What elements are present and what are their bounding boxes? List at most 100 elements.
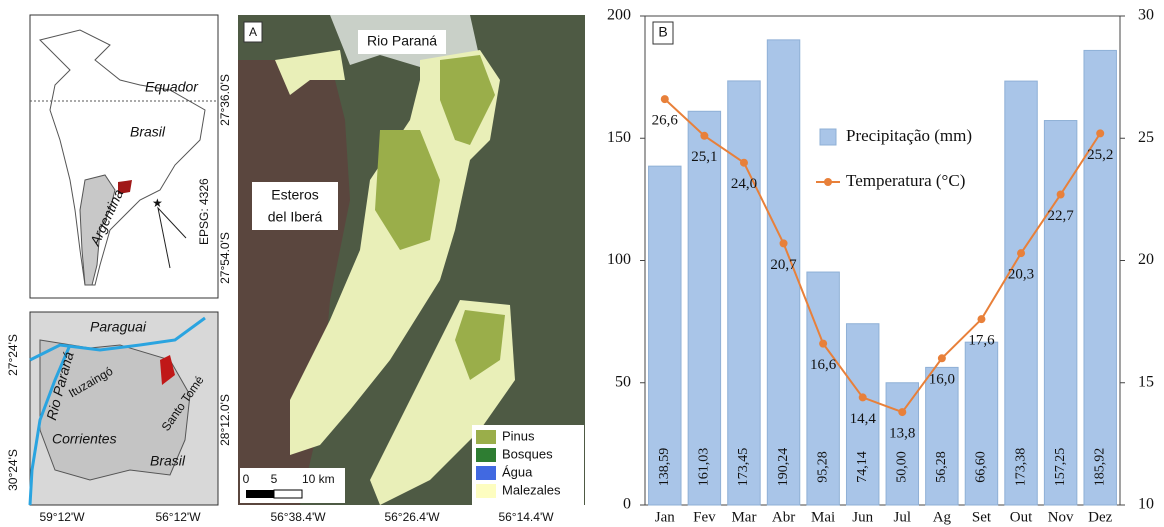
point-value-label: 22,7	[1048, 208, 1075, 224]
north-star: ★	[152, 196, 163, 210]
x-tick-label: Mar	[731, 509, 756, 525]
point-value-label: 17,6	[968, 333, 995, 349]
map-label: Rio Paraná	[367, 33, 437, 49]
point-value-label: 16,6	[810, 357, 837, 373]
y2-tick-label: 20	[1138, 251, 1154, 268]
temperature-point	[1096, 129, 1104, 137]
temperature-point	[938, 354, 946, 362]
x-tick-label: Ag	[933, 509, 952, 525]
y2-tick-label: 30	[1138, 7, 1154, 24]
lon-label: 56°26.4'W	[384, 510, 440, 524]
map-label: Corrientes	[52, 431, 117, 447]
bar-value-label: 190,24	[776, 448, 791, 487]
bar	[728, 81, 760, 505]
point-value-label: 16,0	[929, 372, 955, 388]
x-tick-label: Jun	[852, 509, 873, 525]
x-tick-label: Jul	[894, 509, 912, 525]
bar	[1005, 81, 1037, 505]
bar-value-label: 173,45	[736, 448, 751, 487]
y2-tick-label: 25	[1138, 129, 1154, 146]
bar-value-label: 74,14	[855, 451, 870, 483]
y-tick-label: 0	[623, 496, 631, 513]
temperature-point	[898, 408, 906, 416]
lat-label: 28°12.0'S	[218, 394, 232, 446]
point-value-label: 25,1	[691, 149, 717, 165]
x-tick-label: Out	[1010, 509, 1033, 525]
figure: Equador Brasil Argentina EPSG: 4326 ★ Pa…	[0, 0, 1164, 527]
x-tick-label: Nov	[1048, 509, 1074, 525]
temperature-point	[740, 159, 748, 167]
point-value-label: 25,2	[1087, 147, 1113, 163]
bar	[688, 111, 720, 505]
legend-label: Bosques	[502, 446, 553, 461]
lat-label: 27°24'S	[6, 334, 20, 376]
lat-label: 30°24'S	[6, 449, 20, 491]
y-tick-label: 100	[607, 251, 631, 268]
legend-label: Pinus	[502, 428, 535, 443]
bar-value-label: 185,92	[1092, 448, 1107, 487]
temperature-point	[859, 393, 867, 401]
point-value-label: 24,0	[731, 176, 757, 192]
bar-value-label: 50,00	[895, 451, 910, 483]
temperature-point	[977, 315, 985, 323]
panel-label: B	[658, 24, 667, 40]
map-label: Brasil	[150, 453, 186, 469]
legend-swatch	[820, 129, 836, 145]
map-label: Paraguai	[90, 319, 147, 335]
point-value-label: 13,8	[889, 426, 915, 442]
legend-label: Precipitação (mm)	[846, 126, 972, 145]
bar	[886, 383, 918, 505]
legend-label: Temperatura (°C)	[846, 171, 965, 190]
x-tick-label: Abr	[772, 509, 795, 525]
legend-label: Água	[502, 464, 533, 479]
legend-swatch	[824, 178, 832, 186]
bar	[926, 367, 958, 505]
legend-label: Malezales	[502, 482, 561, 497]
y2-tick-label: 15	[1138, 373, 1154, 390]
temperature-point	[780, 239, 788, 247]
bar-value-label: 161,03	[697, 448, 712, 487]
lon-label: 56°38.4'W	[270, 510, 326, 524]
scale-label: 5	[271, 472, 278, 486]
map-label: Brasil	[130, 124, 166, 140]
bar-value-label: 157,25	[1053, 448, 1068, 487]
lat-label: 27°36.0'S	[218, 74, 232, 126]
x-tick-label: Set	[972, 509, 992, 525]
point-value-label: 26,6	[652, 113, 679, 129]
y-tick-label: 200	[607, 7, 631, 24]
map-label: del Iberá	[268, 209, 323, 225]
panel-label: A	[249, 25, 257, 39]
y-tick-label: 50	[615, 373, 631, 390]
lat-label: 27°54.0'S	[218, 232, 232, 284]
temperature-point	[661, 95, 669, 103]
lon-label: 56°12'W	[155, 510, 201, 524]
temperature-point	[819, 340, 827, 348]
bar-value-label: 138,59	[657, 448, 672, 487]
point-value-label: 20,7	[770, 257, 797, 273]
temperature-point	[1017, 249, 1025, 257]
scale-label: 10 km	[302, 472, 335, 486]
region-map: Paraguai Rio Paraná Ituzaingó Corrientes…	[6, 312, 218, 524]
bar-value-label: 173,38	[1013, 448, 1028, 487]
x-tick-label: Mai	[811, 509, 835, 525]
bar	[1084, 50, 1116, 505]
study-area-map: A Rio Paraná Esteros del Iberá 27°36.0'S…	[218, 15, 585, 524]
lon-label: 59°12'W	[39, 510, 85, 524]
y2-tick-label: 10	[1138, 496, 1154, 513]
point-value-label: 14,4	[850, 411, 877, 427]
bar-value-label: 56,28	[934, 451, 949, 483]
bar-value-label: 66,60	[974, 451, 989, 483]
map-label: Esteros	[271, 187, 318, 203]
y-tick-label: 150	[607, 129, 631, 146]
scale-label: 0	[243, 472, 250, 486]
point-value-label: 20,3	[1008, 267, 1034, 283]
x-tick-label: Dez	[1088, 509, 1112, 525]
temperature-point	[1057, 190, 1065, 198]
map-label: EPSG: 4326	[197, 178, 211, 245]
lon-label: 56°14.4'W	[498, 510, 554, 524]
bar-value-label: 95,28	[815, 451, 830, 483]
temperature-point	[700, 132, 708, 140]
overview-map: Equador Brasil Argentina EPSG: 4326 ★	[30, 15, 218, 298]
map-label: Equador	[145, 79, 199, 95]
